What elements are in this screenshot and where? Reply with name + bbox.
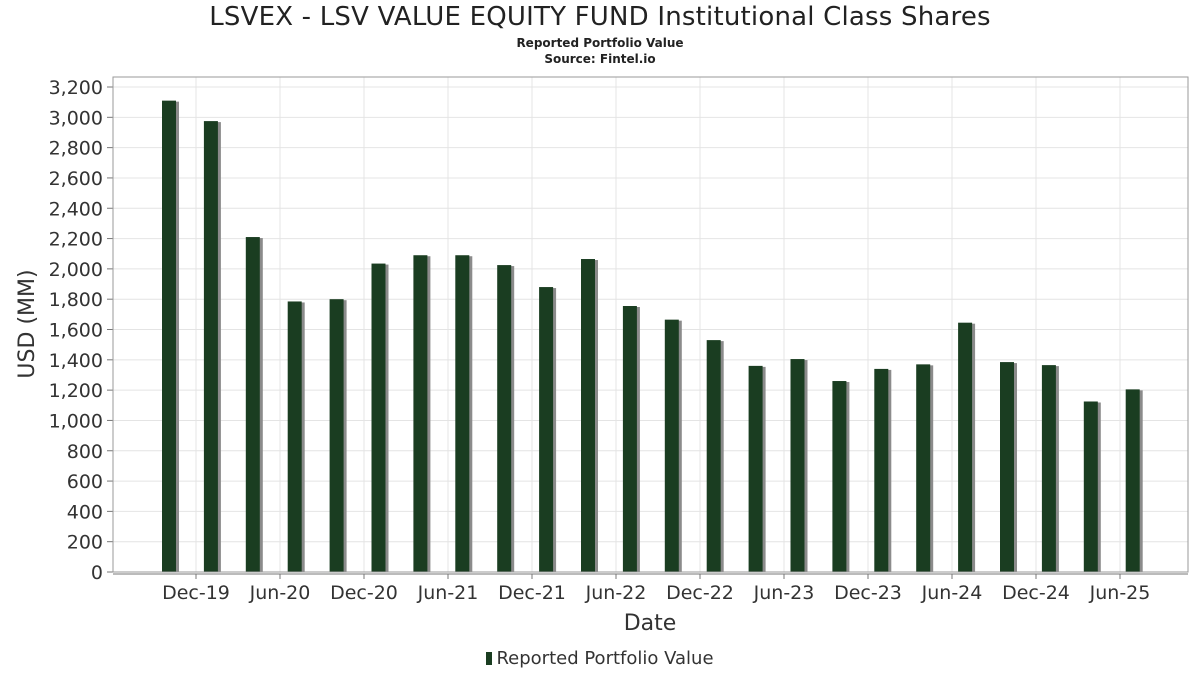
x-axis-label: Date <box>624 611 677 636</box>
bar <box>371 263 386 572</box>
x-tick-label: Jun-22 <box>585 582 647 604</box>
chart-source: Source: Fintel.io <box>544 52 656 66</box>
x-tick-label: Dec-24 <box>1002 582 1070 604</box>
y-tick-label: 0 <box>91 562 103 584</box>
bar <box>497 265 512 572</box>
x-tick-label: Dec-21 <box>498 582 566 604</box>
y-tick-label: 200 <box>67 532 103 554</box>
bar <box>413 255 428 572</box>
y-tick-label: 800 <box>67 441 103 463</box>
x-tick-label: Dec-20 <box>330 582 398 604</box>
y-axis-ticks: 0 200 400 600 800 1,000 1,200 1,400 1,600 1,800 2,… <box>49 77 113 584</box>
legend-label: Reported Portfolio Value <box>496 648 714 669</box>
bar <box>455 255 470 572</box>
x-tick-label: Dec-19 <box>162 582 230 604</box>
y-tick-label: 1,000 <box>49 410 103 432</box>
legend-swatch <box>486 652 493 665</box>
y-tick-label: 2,400 <box>49 198 103 220</box>
legend: Reported Portfolio Value <box>0 648 1200 669</box>
bar <box>664 319 679 572</box>
x-tick-label: Jun-23 <box>753 582 815 604</box>
bar <box>790 359 805 572</box>
bar <box>287 301 302 572</box>
bar <box>162 100 176 572</box>
bar <box>706 340 721 572</box>
x-tick-label: Jun-21 <box>417 582 479 604</box>
x-tick-label: Jun-25 <box>1089 582 1151 604</box>
bar <box>1083 401 1098 572</box>
chart-title: LSVEX - LSV VALUE EQUITY FUND Institutio… <box>209 2 991 32</box>
bar <box>245 237 260 572</box>
y-tick-label: 1,400 <box>49 350 103 372</box>
x-axis-ticks: Dec-19 Jun-20 Dec-20 Jun-21 Dec-21 Jun-22 Dec-… <box>162 574 1150 604</box>
bar <box>203 121 218 572</box>
bar <box>622 306 637 572</box>
bars <box>162 100 1143 572</box>
chart-subtitle: Reported Portfolio Value <box>516 36 684 50</box>
y-tick-label: 400 <box>67 501 103 523</box>
y-tick-label: 2,000 <box>49 259 103 281</box>
bar <box>1000 362 1014 572</box>
y-tick-label: 2,600 <box>49 168 103 190</box>
y-tick-label: 3,000 <box>49 107 103 129</box>
y-tick-label: 3,200 <box>49 77 103 99</box>
y-tick-label: 2,800 <box>49 138 103 160</box>
bar <box>916 364 931 572</box>
bar <box>1125 389 1140 572</box>
y-tick-label: 2,200 <box>49 229 103 251</box>
bar <box>958 322 973 572</box>
y-tick-label: 1,200 <box>49 380 103 402</box>
bar <box>832 381 847 572</box>
bar <box>1041 365 1056 572</box>
bar <box>748 365 763 572</box>
y-tick-label: 1,800 <box>49 289 103 311</box>
x-tick-label: Jun-24 <box>921 582 983 604</box>
y-tick-label: 600 <box>67 471 103 493</box>
x-tick-label: Jun-20 <box>249 582 311 604</box>
plot-area <box>112 76 1189 573</box>
y-tick-label: 1,600 <box>49 320 103 342</box>
x-tick-label: Dec-22 <box>666 582 734 604</box>
bar <box>874 368 889 572</box>
grid-lines <box>113 77 1188 573</box>
bar <box>539 287 554 572</box>
bar <box>581 259 595 572</box>
y-axis-label: USD (MM) <box>15 269 40 378</box>
bar <box>329 299 344 572</box>
x-tick-label: Dec-23 <box>834 582 902 604</box>
